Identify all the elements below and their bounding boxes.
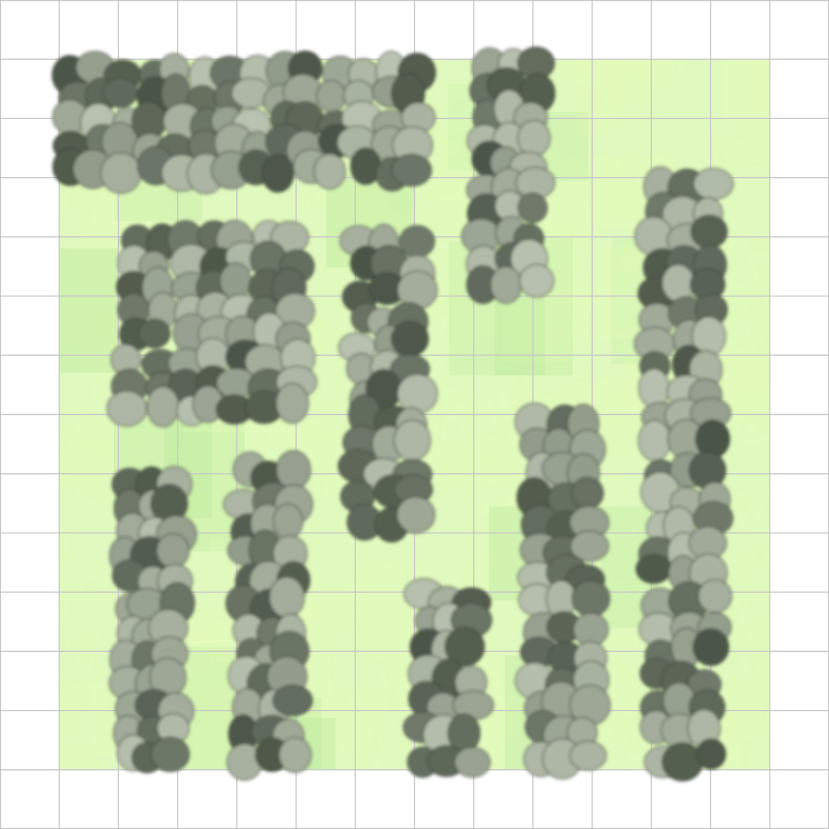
grass-patch [720,351,770,422]
shrub-blob [272,502,304,540]
shrub-blob [390,153,433,187]
grass-patch [575,59,624,136]
grass-patch [722,59,770,127]
shrub-blob [396,495,436,534]
shrub-blob [489,265,523,305]
shrub-blob [150,736,191,773]
shrub-cluster-top-left[interactable] [51,50,437,195]
shrub-blob [102,77,139,109]
shrub-blob [99,152,143,195]
shrub-blob [695,738,727,770]
shrub-blob [155,532,190,569]
shrub-blob [453,746,491,778]
shrub-blob [517,192,548,224]
shrub-cluster-left-middle[interactable] [106,219,318,428]
grass-patch [59,248,119,373]
shrub-cluster-center-middle[interactable] [337,223,439,543]
shrub-blob [444,626,486,667]
shrub-blob [268,576,306,619]
shrub-blob [635,553,673,585]
shrub-cluster-top-center[interactable] [460,46,556,305]
shrub-blob [637,367,671,409]
shrub-cluster-bottom-left-2[interactable] [222,449,314,782]
shrub-blob [697,578,733,614]
shrub-blob [692,167,734,201]
shrub-cluster-bottom-left[interactable] [108,465,198,774]
shrub-blob [396,373,439,415]
shrub-blob [146,385,180,428]
shrub-blob [313,153,347,190]
shrub-cluster-bottom-center[interactable] [402,577,495,779]
shrub-blob [315,79,347,114]
shrub-blob [106,390,148,427]
shrub-cluster-right-tall[interactable] [633,166,734,782]
shrub-cluster-bottom-right[interactable] [514,402,611,780]
shrub-blob [516,119,551,157]
shrub-blob [390,320,430,358]
shrub-blob [137,318,171,349]
shrub-blob [275,382,310,424]
shrub-blob [692,627,730,667]
shrub-blob [393,419,432,462]
shrub-blob [272,684,314,717]
shrub-blob [261,153,295,193]
shrub-blob [568,740,608,771]
shrub-layer [51,46,734,782]
shrub-blob [637,419,672,462]
shrub-blob [278,736,313,774]
shrub-blob [570,476,605,510]
shrub-blob [690,214,728,250]
shrub-blob [569,530,610,563]
shrub-blob [518,263,555,298]
shrub-blob [571,579,611,618]
